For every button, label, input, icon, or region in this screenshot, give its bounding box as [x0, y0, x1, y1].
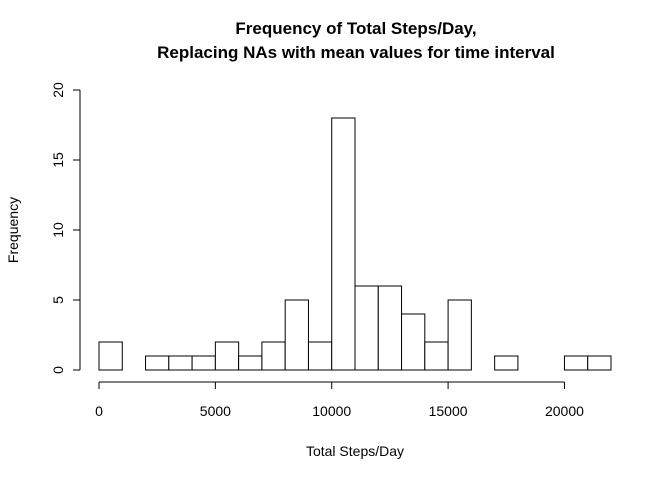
histogram-bar	[261, 341, 286, 371]
x-tick-label: 10000	[312, 403, 351, 419]
histogram-bar	[331, 117, 356, 371]
histogram-bar	[377, 285, 403, 371]
histogram-bar	[494, 355, 519, 371]
histogram-bar	[284, 299, 309, 371]
histogram-bar	[587, 355, 612, 371]
histogram-bar	[424, 341, 449, 371]
y-tick-label: 0	[50, 366, 66, 374]
y-tick-label: 10	[50, 222, 66, 238]
x-axis: 0 5000 10000 15000 20000	[95, 381, 584, 419]
histogram-bar	[98, 341, 123, 371]
histogram-bar	[238, 355, 263, 371]
chart-title-line-2: Replacing NAs with mean values for time …	[157, 43, 555, 62]
x-tick-label: 15000	[429, 403, 468, 419]
chart-title-line-1: Frequency of Total Steps/Day,	[235, 19, 476, 38]
x-tick-label: 0	[95, 403, 103, 419]
y-tick-label: 5	[50, 296, 66, 304]
y-tick-label: 15	[50, 152, 66, 168]
x-tick-label: 20000	[545, 403, 584, 419]
y-tick-label: 20	[50, 82, 66, 98]
histogram-bar	[563, 355, 589, 371]
histogram-bar	[447, 299, 472, 371]
histogram-bar	[168, 355, 193, 371]
histogram-bar	[145, 355, 170, 371]
y-axis-label: Frequency	[5, 197, 21, 263]
x-axis-label: Total Steps/Day	[306, 443, 404, 459]
y-axis: 0 5 10 15 20	[50, 82, 81, 374]
histogram-bar	[354, 285, 379, 371]
histogram-bar	[307, 341, 333, 371]
x-tick-label: 5000	[200, 403, 231, 419]
histogram-bar	[191, 355, 216, 371]
histogram-bar	[401, 313, 426, 371]
bars-group	[98, 117, 612, 371]
histogram-bar	[214, 341, 240, 371]
